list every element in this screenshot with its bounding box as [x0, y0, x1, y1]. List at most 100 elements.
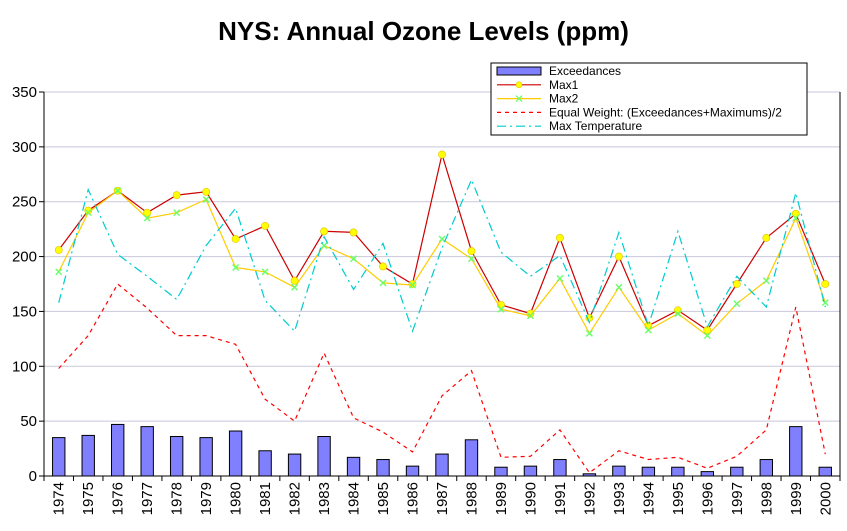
exceedances-bar [81, 434, 95, 477]
max2-point [232, 264, 240, 272]
max2-point [114, 187, 122, 195]
x-tick-label: 1990 [522, 482, 539, 515]
y-tick-label: 100 [12, 358, 37, 375]
x-tick-label: 1993 [611, 482, 628, 515]
exceedances-bar [435, 453, 449, 477]
y-tick-label: 250 [12, 194, 37, 211]
series-line-1 [58, 152, 826, 331]
exceedances-bar [346, 456, 361, 477]
y-tick-label: 0 [29, 468, 37, 485]
max2-point [350, 255, 358, 263]
max2-point [703, 332, 711, 340]
exceedances-bar [199, 437, 213, 477]
max1-point [172, 191, 181, 200]
max1-point [290, 276, 299, 285]
y-tick-label: 150 [12, 303, 37, 320]
max2-point [467, 255, 475, 263]
x-tick-label: 1978 [169, 482, 186, 515]
x-tick-label: 1980 [228, 482, 245, 515]
x-tick-label: 1995 [670, 482, 687, 515]
max2-point [526, 312, 534, 320]
max1-point [467, 247, 476, 255]
legend-label: Max Temperature [549, 119, 642, 133]
exceedances-bar [789, 426, 803, 477]
x-tick-label: 1988 [463, 482, 480, 515]
exceedances-bar [494, 466, 508, 477]
max2-point [143, 214, 151, 222]
x-tick-label: 1982 [287, 482, 304, 515]
y-tick-label: 200 [12, 249, 37, 266]
x-tick-label: 1998 [758, 482, 775, 515]
max2-point [261, 268, 269, 276]
exceedances-bar [111, 423, 125, 477]
x-tick-label: 1984 [346, 482, 363, 515]
x-tick-label: 1994 [640, 482, 657, 515]
x-tick-label: 1986 [405, 482, 422, 515]
max1-point [379, 262, 387, 271]
max1-point [556, 234, 564, 242]
x-tick-label: 1996 [699, 482, 716, 515]
exceedances-bar [818, 466, 832, 477]
legend-marker [515, 81, 523, 89]
x-tick-label: 1977 [139, 482, 156, 515]
legend-marker [515, 95, 523, 103]
x-tick-label: 1976 [110, 482, 127, 515]
max2-point [379, 279, 387, 287]
max2-point [291, 283, 299, 291]
max2-point [644, 326, 652, 334]
max2-point [55, 268, 63, 276]
exceedances-bar [405, 465, 420, 477]
max1-point [320, 227, 328, 236]
max1-point [762, 234, 771, 242]
max2-point [556, 275, 564, 283]
y-tick-label: 300 [12, 139, 37, 156]
exceedances-bar [700, 471, 715, 477]
exceedances-bar [317, 436, 331, 477]
max1-point [231, 235, 240, 243]
exceedances-bar [671, 466, 685, 477]
max2-point [202, 196, 210, 204]
x-tick-label: 1985 [375, 482, 392, 515]
legend-label: Exceedances [549, 64, 621, 78]
legend-label: Max2 [549, 92, 579, 106]
exceedances-bar [169, 436, 184, 477]
legend-swatch-exceedances [496, 66, 542, 76]
exceedances-bar [140, 426, 154, 477]
x-tick-label: 1989 [493, 482, 510, 515]
exceedances-bar [612, 465, 626, 477]
x-tick-label: 1983 [316, 482, 333, 515]
max1-point [143, 208, 152, 217]
x-tick-label: 1979 [198, 482, 215, 515]
exceedances-bar [376, 459, 390, 477]
exceedances-bar [759, 459, 773, 477]
y-tick-label: 350 [12, 84, 37, 101]
exceedances-bar [730, 466, 744, 477]
max2-point [84, 209, 92, 217]
max2-point [733, 300, 741, 308]
legend-label: Equal Weight: (Exceedances+Maximums)/2 [549, 105, 782, 119]
max2-point [497, 305, 505, 313]
exceedances-bar [641, 466, 656, 477]
max2-point [585, 329, 593, 337]
x-tick-label: 1997 [729, 482, 746, 515]
max2-point [409, 281, 417, 289]
max1-point [732, 280, 741, 288]
x-tick-label: 1987 [434, 482, 451, 515]
legend-box [490, 62, 808, 136]
max1-point [821, 280, 830, 288]
exceedances-bar [464, 439, 479, 477]
max1-point [349, 228, 358, 237]
series-lines [54, 150, 830, 474]
series-line-3 [58, 283, 826, 474]
max1-point [261, 221, 270, 230]
x-tick-label: 1975 [80, 482, 97, 515]
legend-label: Max1 [549, 78, 579, 92]
grid-layer [44, 91, 840, 422]
max1-point [614, 252, 623, 261]
y-tick-label: 50 [20, 413, 37, 430]
exceedances-bar [52, 437, 66, 477]
max1-point [202, 187, 211, 196]
exceedances-bar [258, 450, 272, 477]
